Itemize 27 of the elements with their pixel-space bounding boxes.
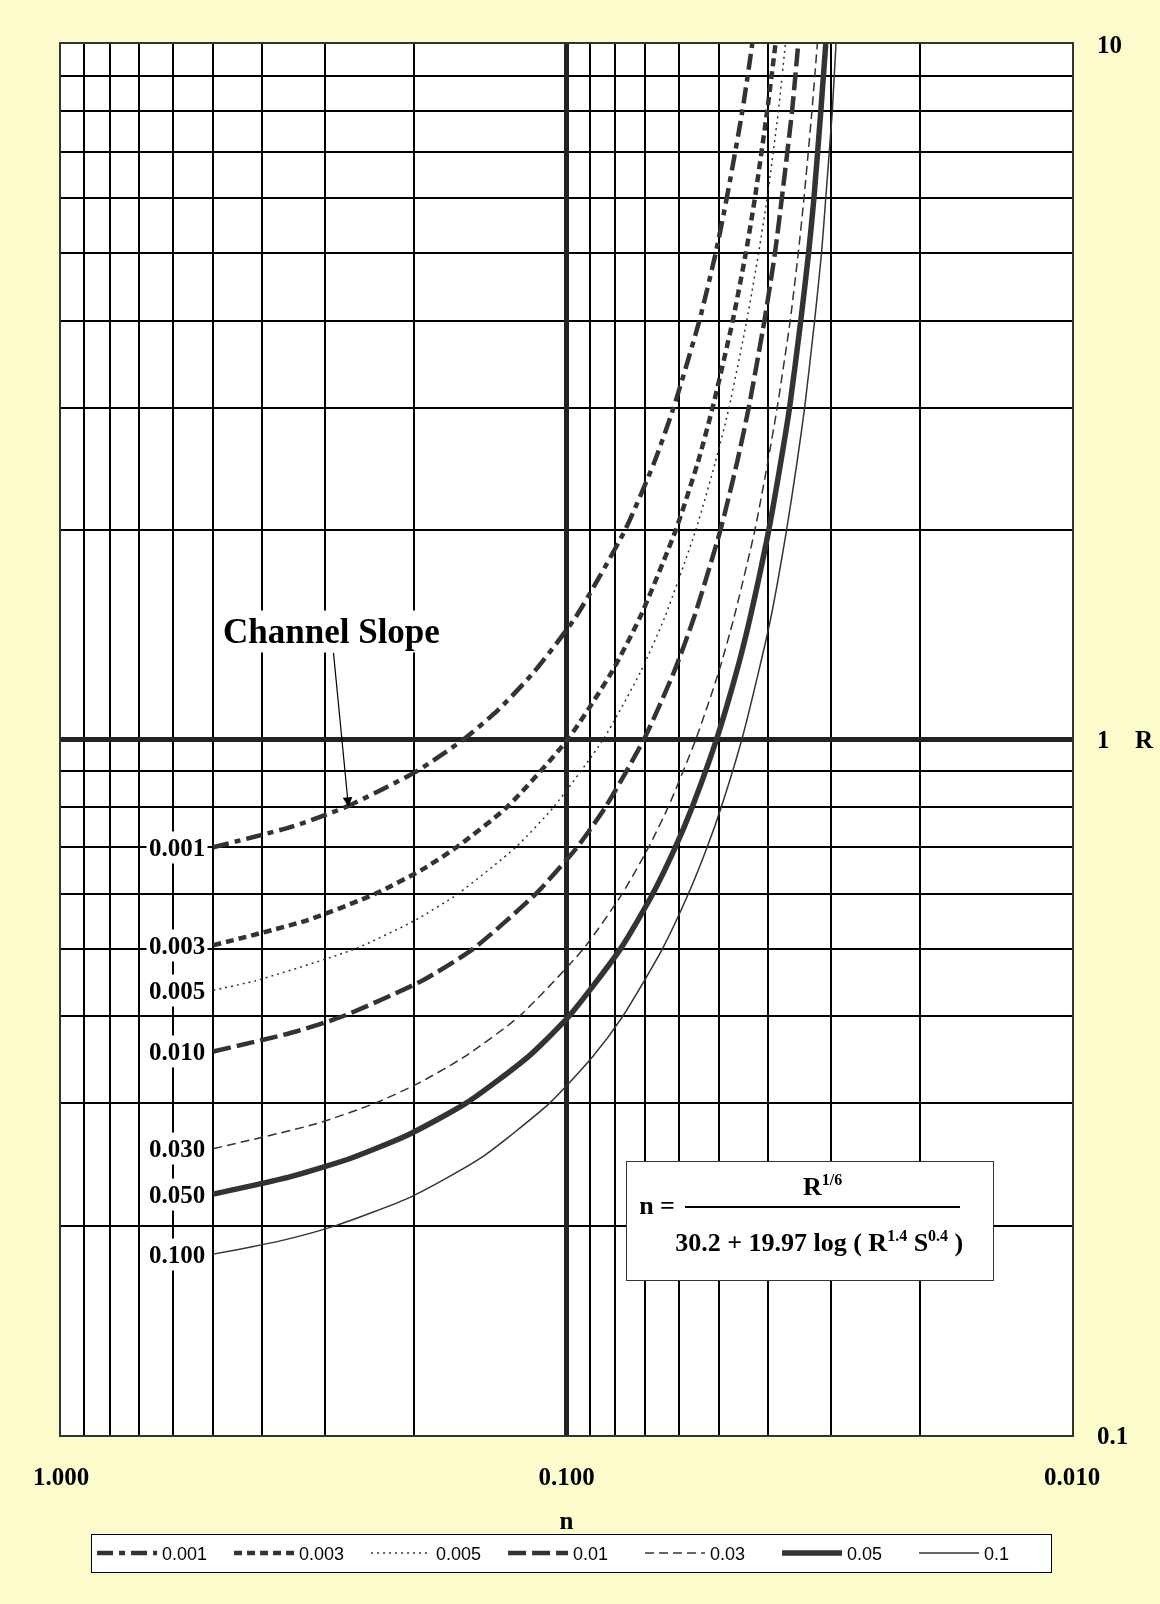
- y-tick-label: 1: [1097, 726, 1110, 754]
- annotation: Channel Slope: [223, 612, 440, 651]
- y-tick-label: 0.1: [1097, 1421, 1129, 1449]
- annotation: 0.005: [149, 977, 206, 1004]
- legend-label: 0.001: [162, 1543, 208, 1564]
- x-tick-label: 0.010: [1043, 1463, 1101, 1490]
- annotation: R$^{1/6}$: [685, 1170, 961, 1208]
- legend-label: 0.03: [710, 1543, 746, 1564]
- legend-label: 0.01: [573, 1543, 609, 1564]
- legend-label: 0.005: [436, 1543, 482, 1564]
- legend-label: 0.003: [299, 1543, 345, 1564]
- annotation: 30.2 + 19.97 log ( R$^{1.4}$ S$^{0.4}$ ): [675, 1226, 964, 1257]
- x-tick-label: 0.100: [538, 1463, 595, 1490]
- x-tick-label: 1.000: [32, 1463, 90, 1490]
- legend-label: 0.05: [847, 1543, 883, 1564]
- legend-label: 0.1: [984, 1543, 1010, 1564]
- annotation: 0.010: [149, 1038, 206, 1065]
- formula-box: n = R$^{1/6}$ 30.2 + 19.97 log ( R$^{1.4}$ S$^{0.4}$ ): [626, 1160, 995, 1281]
- y-tick-label: 10: [1097, 30, 1122, 58]
- annotation: 0.050: [149, 1181, 206, 1208]
- annotation: 0.100: [149, 1241, 206, 1268]
- annotation: 0.001: [149, 834, 206, 861]
- annotation: n =: [639, 1190, 675, 1220]
- x-axis-title: n: [559, 1506, 574, 1534]
- annotation: 0.030: [149, 1135, 206, 1162]
- y-axis-title: R: [1135, 726, 1154, 753]
- annotation: 0.003: [149, 932, 206, 959]
